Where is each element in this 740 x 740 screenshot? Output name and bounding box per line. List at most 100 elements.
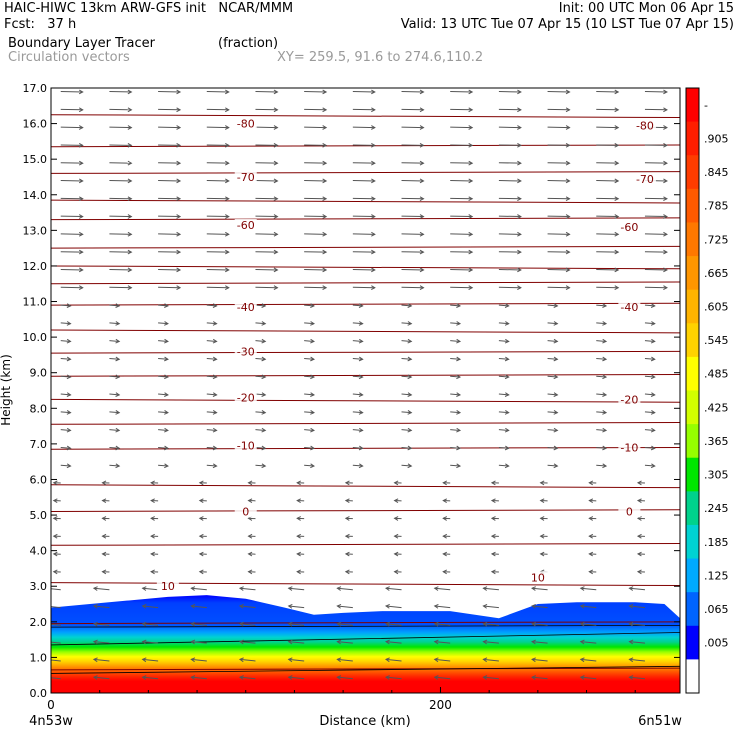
circulation-vector	[628, 657, 645, 663]
circulation-vector	[190, 639, 207, 645]
circulation-vector	[109, 427, 121, 433]
circulation-vector	[304, 178, 328, 184]
circulation-vector	[498, 178, 522, 184]
circulation-vector	[596, 125, 620, 130]
circulation-vector	[384, 621, 402, 627]
circulation-vector	[539, 533, 548, 539]
circulation-vector	[238, 603, 256, 609]
circulation-vector	[141, 603, 159, 609]
contour-label: 10	[531, 571, 545, 584]
circulation-vector	[352, 392, 364, 397]
circulation-vector	[450, 125, 474, 130]
circulation-vector	[644, 321, 656, 326]
contour-label-bg	[234, 345, 257, 358]
circulation-vector	[52, 569, 61, 575]
circulation-vector	[588, 551, 597, 557]
y-tick-label: 14.0	[23, 189, 48, 202]
circulation-vector	[255, 285, 279, 291]
temperature-contour-line	[51, 667, 680, 671]
temperature-contour-line	[51, 422, 680, 425]
circulation-vector	[384, 586, 402, 591]
circulation-vector	[498, 321, 510, 326]
circulation-vector	[150, 551, 159, 557]
circulation-vector	[158, 303, 169, 308]
circulation-vector	[531, 621, 548, 627]
circulation-vector	[596, 338, 608, 344]
circulation-vector	[547, 321, 559, 326]
circulation-vector	[596, 445, 608, 451]
circulation-vector	[109, 214, 133, 219]
contour-label: -10	[237, 440, 255, 453]
circulation-vector	[190, 586, 207, 591]
circulation-vector	[304, 214, 328, 219]
circulation-vector	[352, 321, 364, 326]
circulation-vector	[344, 551, 353, 557]
circulation-vector	[304, 267, 328, 273]
valid-time: Valid: 13 UTC Tue 07 Apr 15 (10 LST Tue …	[400, 17, 734, 32]
circulation-vector	[384, 675, 402, 680]
circulation-vector	[60, 427, 72, 433]
circulation-vector	[636, 516, 645, 521]
circulation-vector	[547, 142, 571, 148]
circulation-vector	[579, 657, 597, 663]
circulation-vector	[255, 125, 279, 130]
circulation-vector	[401, 445, 413, 451]
circulation-vector	[60, 196, 84, 202]
circulation-vector	[531, 657, 548, 663]
circulation-vector	[547, 267, 571, 273]
circulation-vector	[498, 445, 510, 451]
x-tick-label: 0	[47, 698, 55, 712]
circulation-vector	[401, 89, 425, 95]
circulation-vector	[52, 533, 61, 539]
circulation-vector	[450, 303, 462, 308]
circulation-vector	[636, 569, 645, 575]
circulation-vector	[401, 303, 413, 308]
circulation-vector	[296, 533, 305, 539]
contour-label-bg	[234, 439, 257, 452]
circulation-vector	[644, 445, 656, 451]
circulation-vector	[644, 107, 668, 113]
circulation-vector	[238, 639, 256, 645]
circulation-vector	[547, 463, 559, 469]
circulation-vector	[579, 675, 597, 680]
circulation-vector	[450, 142, 474, 148]
circulation-vector	[352, 249, 376, 255]
circulation-vector	[352, 374, 364, 380]
circulation-vector	[158, 392, 169, 397]
circulation-vector	[109, 374, 121, 380]
circulation-vector	[547, 410, 559, 415]
circulation-vector	[596, 267, 620, 273]
circulation-vector	[482, 586, 499, 591]
circulation-vector	[304, 463, 315, 469]
y-tick-label: 6.0	[30, 473, 48, 486]
circulation-vector	[498, 196, 522, 202]
circulation-vector	[628, 639, 645, 645]
temperature-contour-line	[51, 281, 680, 285]
y-tick-label: 16.0	[23, 118, 48, 131]
circulation-vector	[255, 231, 279, 237]
circulation-vector	[109, 125, 133, 130]
circulation-vector	[198, 498, 207, 504]
circulation-vector	[596, 410, 608, 415]
circulation-vector	[101, 533, 110, 539]
contour-label: -20	[237, 392, 255, 405]
circulation-vector	[304, 338, 315, 344]
circulation-vector	[588, 498, 597, 504]
circulation-vector	[384, 657, 402, 663]
circulation-vector	[531, 639, 548, 645]
circulation-vector	[344, 516, 353, 521]
circulation-vector	[51, 641, 61, 644]
contour-label: -20	[620, 393, 638, 406]
contour-label: 0	[242, 506, 249, 519]
circulation-vector	[442, 569, 451, 575]
circulation-vector	[158, 445, 169, 451]
xy-range: XY= 259.5, 91.6 to 274.6,110.2	[277, 50, 484, 65]
circulation-vector	[352, 142, 376, 148]
circulation-vector	[547, 160, 571, 166]
circulation-vector	[51, 623, 61, 626]
contour-label: -80	[636, 119, 654, 132]
circulation-vector	[547, 445, 559, 451]
circulation-vector	[198, 533, 207, 539]
circulation-vector	[644, 463, 656, 469]
circulation-vector	[296, 516, 305, 521]
